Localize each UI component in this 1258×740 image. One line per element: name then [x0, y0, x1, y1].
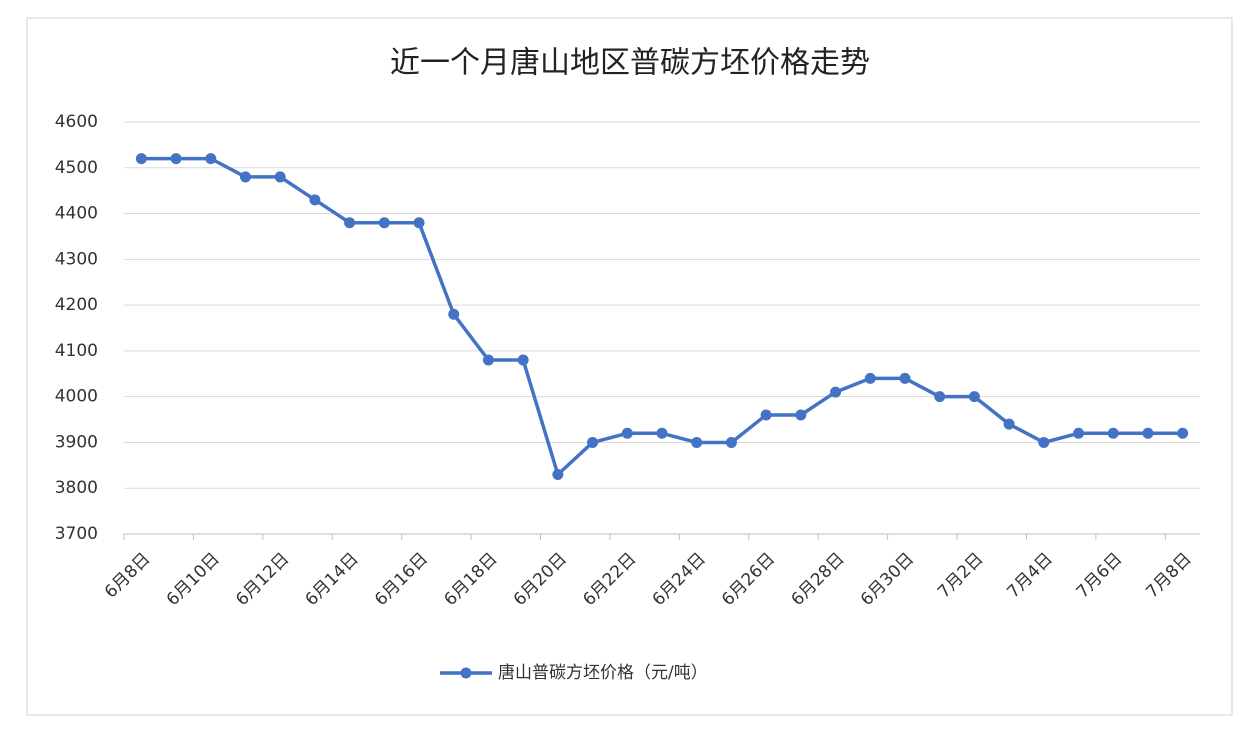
data-point: [448, 308, 460, 320]
data-point: [934, 391, 946, 403]
data-point: [760, 409, 772, 421]
y-tick-label: 3900: [55, 432, 98, 452]
data-point: [413, 217, 425, 229]
data-point: [378, 217, 390, 229]
y-tick-label: 4500: [55, 158, 98, 178]
data-point: [309, 194, 321, 206]
data-point: [1107, 427, 1119, 439]
data-point: [135, 153, 147, 165]
y-tick-label: 4600: [55, 112, 98, 132]
data-point: [691, 436, 703, 448]
y-tick-label: 4000: [55, 387, 98, 407]
data-point: [621, 427, 633, 439]
data-point: [725, 436, 737, 448]
legend-marker: [460, 667, 472, 679]
data-point: [1142, 427, 1154, 439]
data-point: [864, 372, 876, 384]
data-point: [899, 372, 911, 384]
data-point: [344, 217, 356, 229]
data-point: [1073, 427, 1085, 439]
data-point: [274, 171, 286, 183]
chart-frame: [26, 17, 1233, 716]
data-point: [1038, 436, 1050, 448]
y-tick-label: 4100: [55, 341, 98, 361]
data-point: [1177, 427, 1189, 439]
data-point: [968, 391, 980, 403]
y-tick-label: 3700: [55, 524, 98, 544]
legend-label: 唐山普碳方坯价格（元/吨）: [498, 662, 708, 683]
data-point: [205, 153, 217, 165]
data-point: [587, 436, 599, 448]
data-point: [517, 354, 529, 366]
y-tick-label: 4300: [55, 249, 98, 269]
data-point: [552, 468, 564, 480]
data-point: [830, 386, 842, 398]
data-point: [482, 354, 494, 366]
y-tick-label: 4200: [55, 295, 98, 315]
data-point: [795, 409, 807, 421]
chart-title: 近一个月唐山地区普碳方坯价格走势: [390, 46, 870, 81]
y-tick-label: 4400: [55, 204, 98, 224]
data-point: [239, 171, 251, 183]
y-tick-label: 3800: [55, 478, 98, 498]
data-point: [170, 153, 182, 165]
data-point: [656, 427, 668, 439]
data-point: [1003, 418, 1015, 430]
